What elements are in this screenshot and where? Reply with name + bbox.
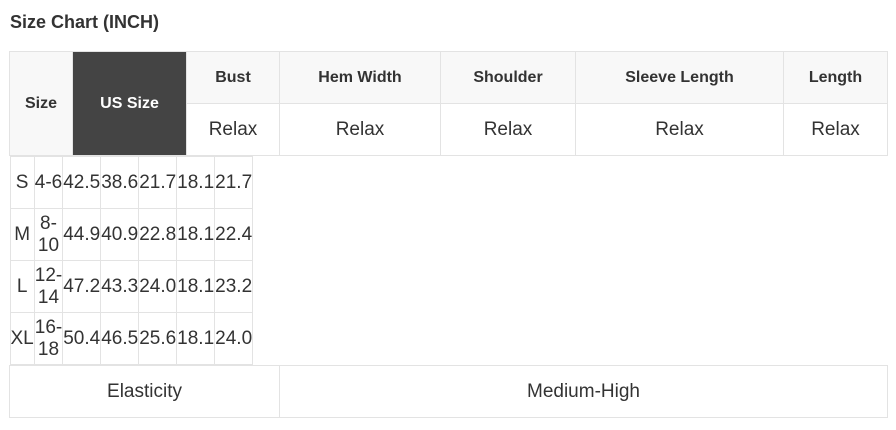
table-row: M 8-10 44.9 40.9 22.8 18.1 22.4 (9, 208, 254, 261)
table-cell: 23.2 (214, 260, 254, 313)
elasticity-row: Elasticity Medium-High (9, 365, 888, 418)
table-row: S 4-6 42.5 38.6 21.7 18.1 21.7 (9, 156, 254, 209)
header-size: Size (9, 51, 73, 156)
table-row: XL 16-18 50.4 46.5 25.6 18.1 24.0 (9, 312, 254, 365)
table-cell: 42.5 (62, 156, 102, 209)
table-cell: 18.1 (176, 260, 216, 313)
fit-cell: Relax (783, 103, 888, 156)
fit-cell: Relax (440, 103, 576, 156)
table-cell: 21.7 (214, 156, 254, 209)
fit-cell: Relax (186, 103, 280, 156)
table-cell: XL (9, 312, 35, 365)
table-cell: 8-10 (33, 208, 64, 261)
fit-row: Relax Relax Relax Relax Relax (10, 103, 888, 156)
elasticity-value: Medium-High (279, 365, 888, 418)
table-cell: S (9, 156, 35, 209)
table-cell: 24.0 (138, 260, 178, 313)
table-cell: 38.6 (100, 156, 140, 209)
table-cell: 40.9 (100, 208, 140, 261)
table-cell: L (9, 260, 35, 313)
header-bust: Bust (186, 51, 280, 104)
table-cell: 46.5 (100, 312, 140, 365)
fit-cell: Relax (279, 103, 441, 156)
table-cell: 22.4 (214, 208, 254, 261)
elasticity-label: Elasticity (9, 365, 280, 418)
table-cell: 50.4 (62, 312, 102, 365)
table-cell: 12-14 (33, 260, 64, 313)
table-cell: M (9, 208, 35, 261)
table-cell: 18.1 (176, 156, 216, 209)
table-row: L 12-14 47.2 43.3 24.0 18.1 23.2 (9, 260, 254, 313)
table-cell: 18.1 (176, 312, 216, 365)
table-cell: 25.6 (138, 312, 178, 365)
table-cell: 16-18 (33, 312, 64, 365)
fit-cell: Relax (575, 103, 784, 156)
table-cell: 22.8 (138, 208, 178, 261)
table-cell: 4-6 (33, 156, 64, 209)
size-chart-table: Size US Size Bust Hem Width Shoulder Sle… (9, 51, 888, 418)
table-cell: 43.3 (100, 260, 140, 313)
header-sleeve-length: Sleeve Length (575, 51, 784, 104)
table-cell: 47.2 (62, 260, 102, 313)
header-length: Length (783, 51, 888, 104)
header-us-size: US Size (72, 51, 187, 156)
table-cell: 24.0 (214, 312, 254, 365)
table-cell: 18.1 (176, 208, 216, 261)
table-cell: 44.9 (62, 208, 102, 261)
header-row: Size US Size Bust Hem Width Shoulder Sle… (9, 51, 888, 156)
header-hem-width: Hem Width (279, 51, 441, 104)
page-title: Size Chart (INCH) (10, 12, 160, 32)
table-cell: 21.7 (138, 156, 178, 209)
header-shoulder: Shoulder (440, 51, 576, 104)
